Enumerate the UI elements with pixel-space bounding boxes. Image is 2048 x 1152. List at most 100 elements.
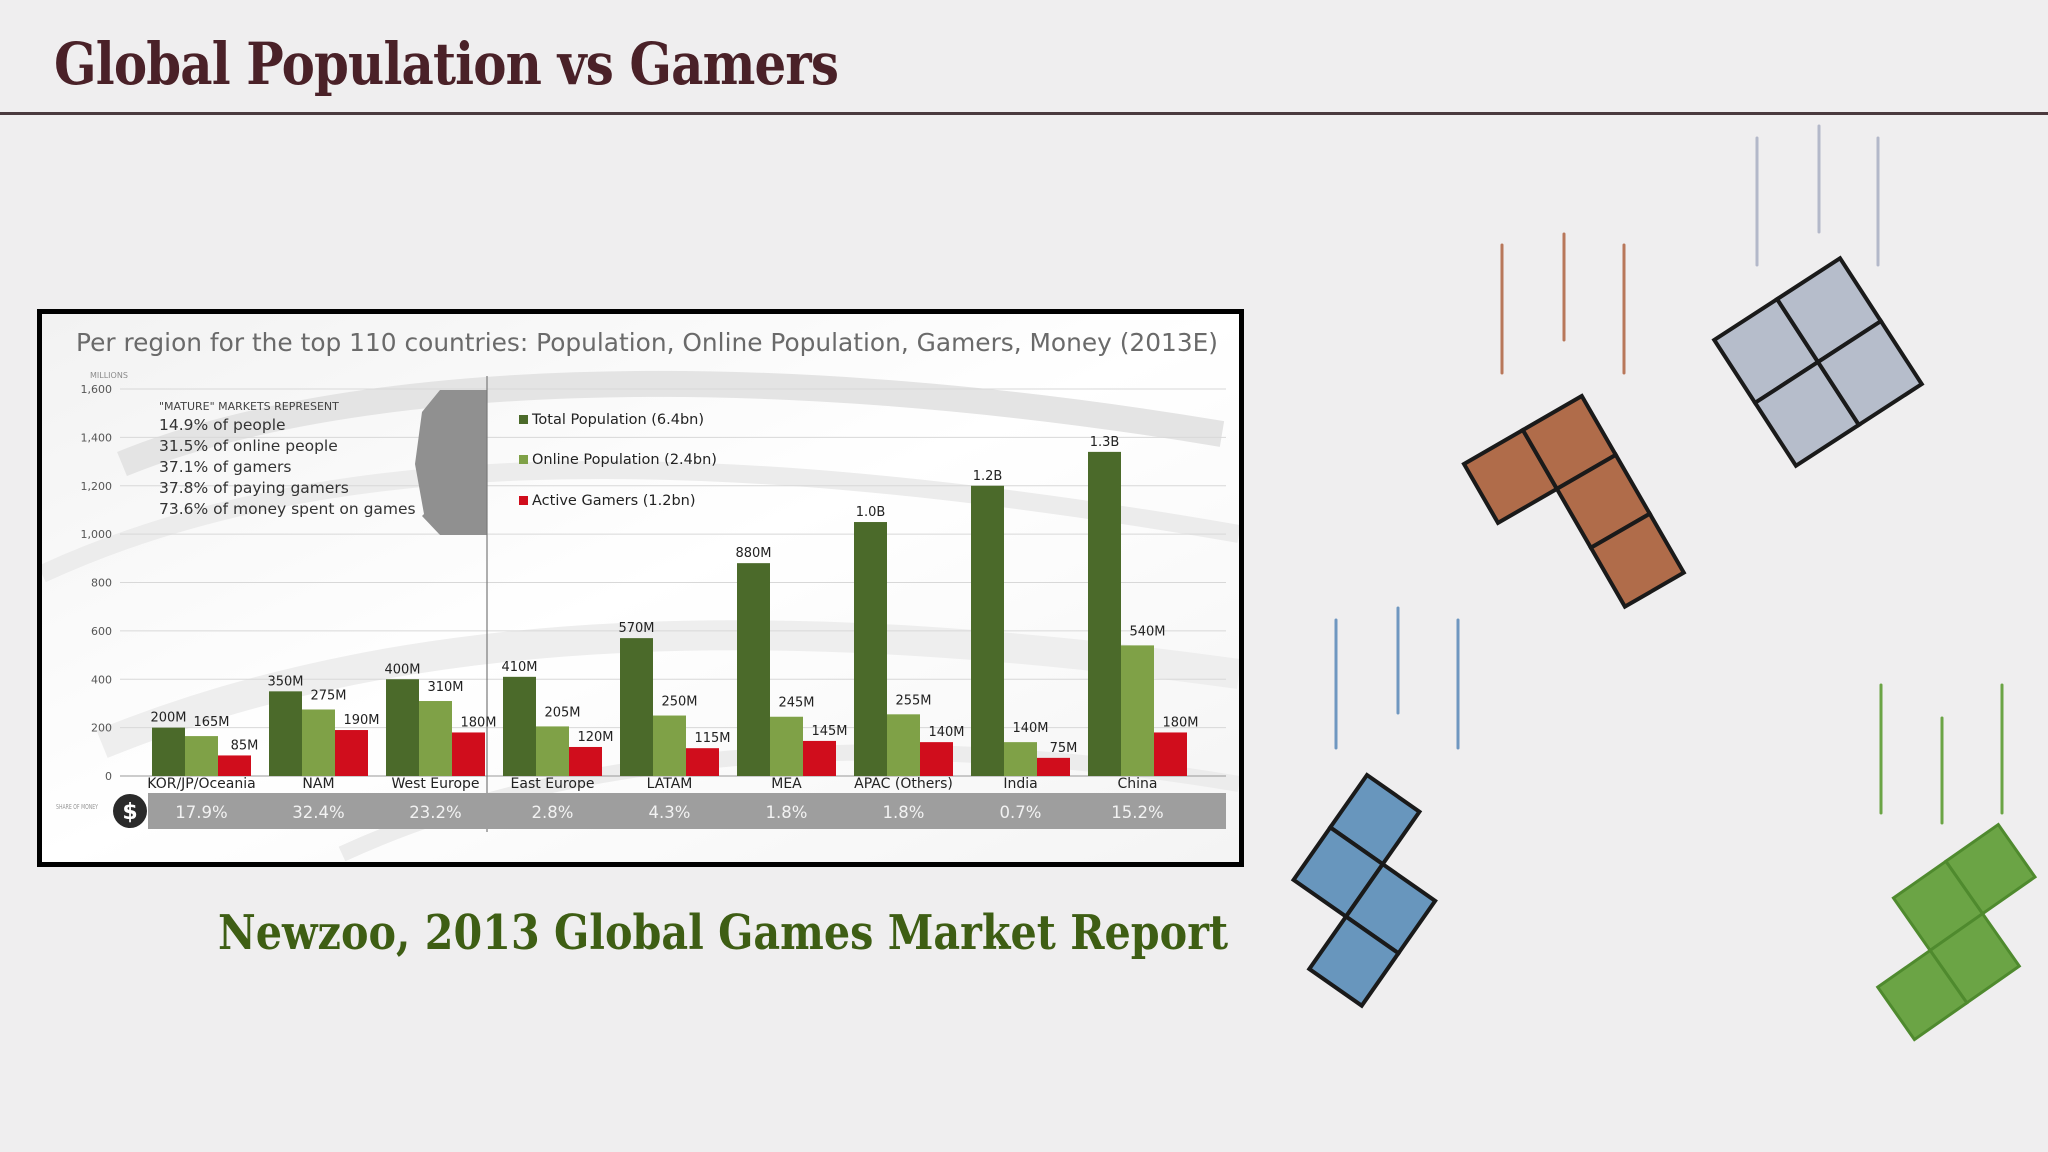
data-label: 205M [544, 705, 580, 720]
money-share-value: 0.7% [1000, 803, 1042, 822]
bar-online-population [653, 715, 686, 776]
tetromino-block [1461, 427, 1560, 526]
source-caption: Newzoo, 2013 Global Games Market Report [218, 905, 1229, 961]
legend-swatch-online [519, 455, 528, 464]
motion-lines [1334, 124, 2004, 825]
data-label: 250M [661, 695, 697, 710]
x-tick-label: APAC (Others) [854, 776, 953, 792]
y-tick-label: 600 [91, 625, 112, 638]
tetromino-block [1343, 861, 1438, 957]
tetromino-block [1554, 452, 1653, 551]
tetromino-block [1875, 948, 1969, 1042]
y-tick-label: 1,000 [81, 528, 113, 541]
data-label: 410M [501, 660, 537, 675]
tetromino-block [1520, 393, 1619, 492]
data-label: 200M [150, 711, 186, 726]
tetromino-block [1306, 913, 1402, 1009]
y-tick-label: 0 [105, 770, 112, 783]
data-label: 540M [1129, 624, 1165, 639]
bar-active-gamers [452, 732, 485, 776]
tetromino-block [1752, 359, 1862, 469]
x-tick-label: MEA [771, 776, 802, 792]
money-share-value: 1.8% [766, 803, 808, 822]
dollar-icon-glyph: $ [122, 800, 137, 825]
legend-swatch-total [519, 415, 528, 424]
data-label: 180M [460, 715, 496, 730]
tetromino-block [1290, 824, 1386, 920]
tetromino-block [1327, 772, 1423, 867]
bar-total-population [152, 727, 185, 776]
y-tick-label: 1,600 [81, 383, 113, 396]
y-tick-label: 400 [91, 673, 112, 686]
tetromino-block [1928, 911, 2022, 1005]
data-label: 145M [811, 724, 847, 739]
data-label: 85M [231, 738, 259, 753]
s-tetromino-blue [1290, 772, 1438, 1009]
money-band [148, 793, 1226, 829]
bar-online-population [770, 716, 803, 776]
data-label: 245M [778, 696, 814, 711]
x-tick-label: NAM [302, 776, 334, 792]
bar-total-population [1088, 451, 1121, 776]
note-line: 37.8% of paying gamers [159, 479, 349, 497]
note-line: 31.5% of online people [159, 437, 338, 455]
chart: 0 200 400 600 800 1,000 1,200 1,400 1,600 Per re… [42, 314, 1239, 862]
note-line: 73.6% of money spent on games [159, 500, 416, 518]
data-label: 310M [427, 680, 463, 695]
money-share-value: 23.2% [409, 803, 461, 822]
x-tick-label: East Europe [511, 776, 595, 792]
x-tick-label: KOR/JP/Oceania [147, 776, 255, 792]
data-label: 275M [310, 688, 346, 703]
mature-arrow-shape [415, 390, 487, 535]
money-share-value: 32.4% [292, 803, 344, 822]
data-label: 115M [694, 731, 730, 746]
money-share-value: 17.9% [175, 803, 227, 822]
data-label: 75M [1050, 741, 1078, 756]
note-line: 37.1% of gamers [159, 458, 291, 476]
o-tetromino [1711, 255, 1925, 469]
x-tick-label: LATAM [647, 776, 693, 792]
mature-markets-note: "MATURE" MARKETS REPRESENT 14.9% of peop… [159, 400, 416, 518]
bar-active-gamers [803, 740, 836, 776]
bar-online-population [302, 709, 335, 776]
data-label: 190M [343, 713, 379, 728]
x-tick-label: India [1003, 776, 1037, 792]
bar-active-gamers [218, 755, 251, 776]
money-share-value: 2.8% [532, 803, 574, 822]
legend-label-total: Total Population (6.4bn) [531, 412, 704, 428]
bar-active-gamers [920, 742, 953, 776]
x-tick-label: West Europe [391, 776, 479, 792]
data-label: 880M [735, 546, 771, 561]
legend-swatch-gamers [519, 496, 528, 505]
data-label: 400M [384, 662, 420, 677]
bar-online-population [419, 701, 452, 776]
money-share-value: 4.3% [649, 803, 691, 822]
money-label: SHARE OF MONEY [56, 803, 98, 811]
tetromino-block [1815, 318, 1925, 428]
money-share-value: 1.8% [883, 803, 925, 822]
legend: Total Population (6.4bn) Online Populati… [519, 412, 717, 509]
bar-total-population [503, 676, 536, 776]
bar-active-gamers [335, 730, 368, 776]
bar-total-population [269, 691, 302, 776]
data-label: 180M [1162, 715, 1198, 730]
bar-active-gamers [569, 746, 602, 776]
data-label: 1.2B [973, 469, 1003, 484]
data-label: 120M [577, 730, 613, 745]
data-label: 140M [928, 725, 964, 740]
data-label: 1.0B [856, 505, 886, 520]
note-line: 14.9% of people [159, 416, 286, 434]
bar-active-gamers [1154, 732, 1187, 776]
y-axis-unit: MILLIONS [90, 371, 128, 380]
y-tick-label: 200 [91, 722, 112, 735]
dollar-icon [113, 794, 147, 828]
legend-label-gamers: Active Gamers (1.2bn) [532, 493, 696, 509]
chart-title: Per region for the top 110 countries: Po… [76, 328, 1218, 357]
x-tick-label: China [1118, 776, 1158, 792]
tetromino-block [1711, 296, 1821, 406]
bar-online-population [887, 714, 920, 776]
bar-total-population [386, 679, 419, 776]
bar-total-population [620, 638, 653, 776]
legend-label-online: Online Population (2.4bn) [532, 452, 717, 468]
y-tick-label: 1,400 [81, 431, 113, 444]
